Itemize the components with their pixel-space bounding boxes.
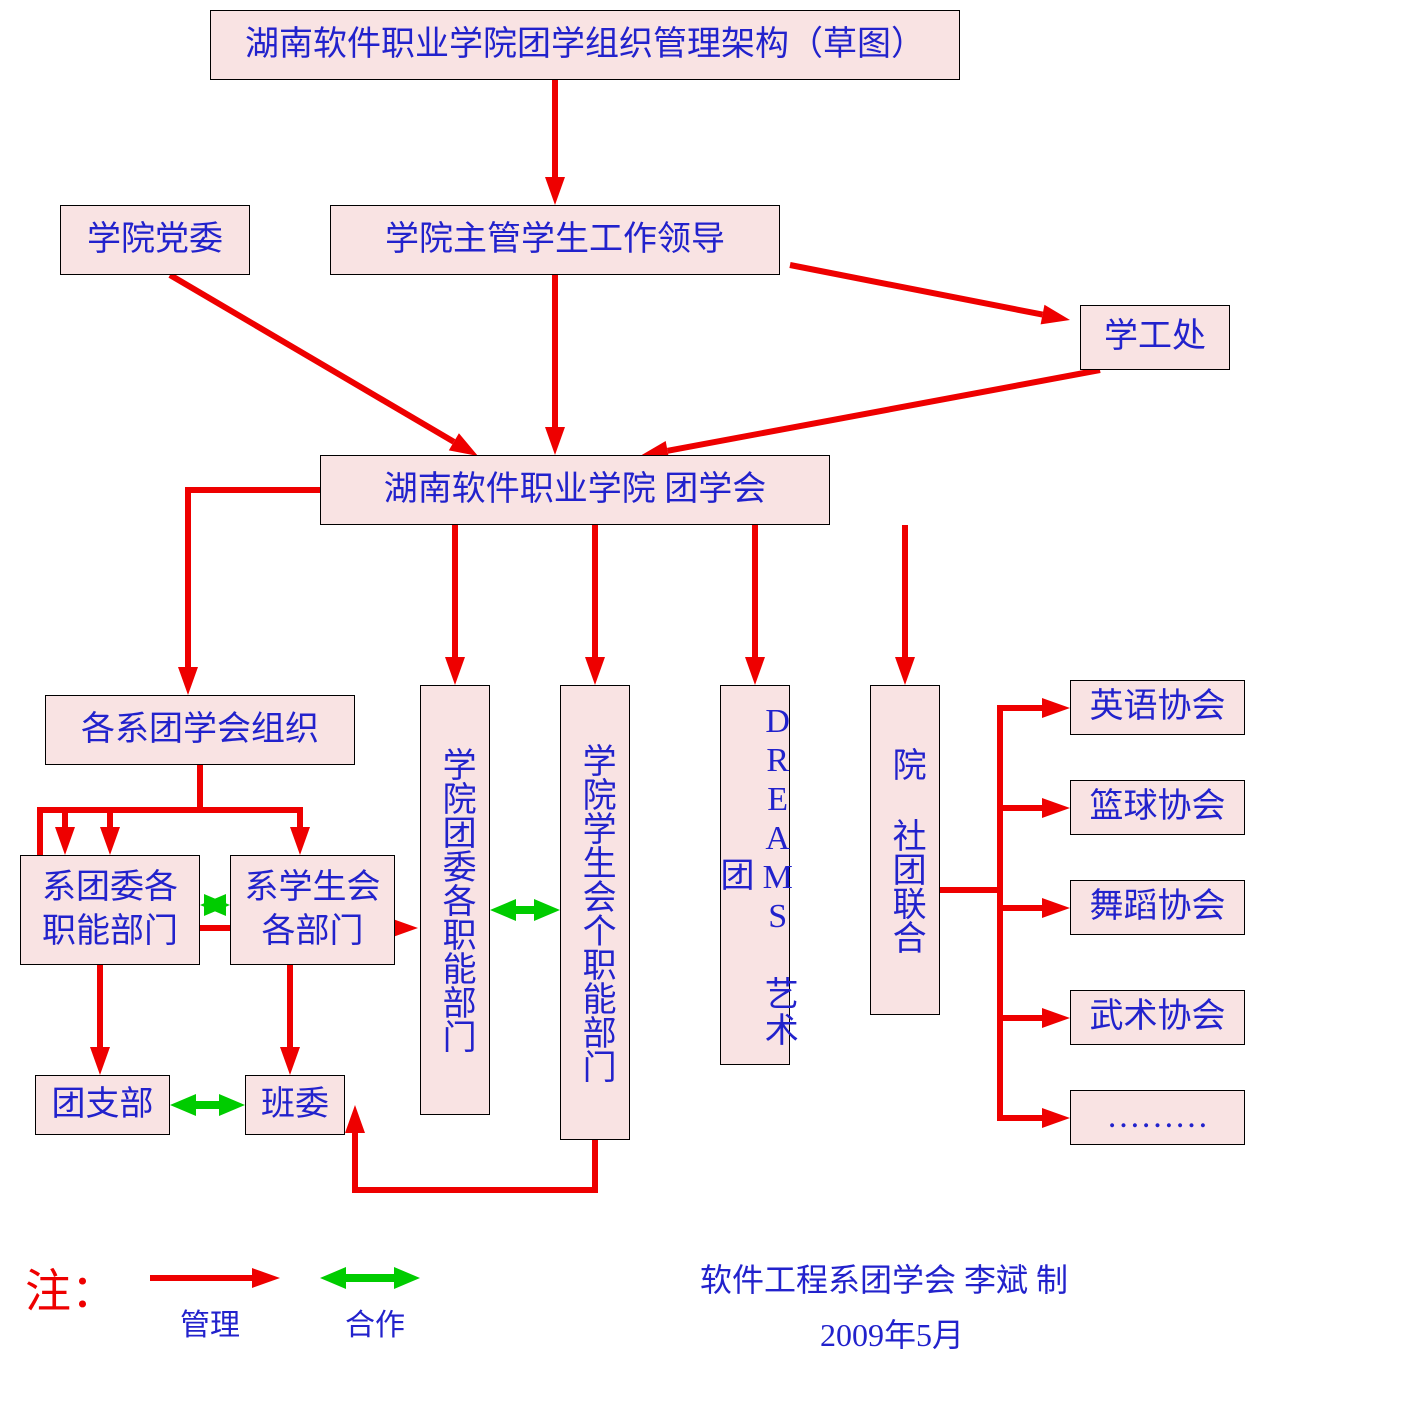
manage-arrow-21: [1000, 890, 1070, 1128]
node-assoc3: 武术协会: [1070, 990, 1245, 1045]
node-xxsh: 系学生会各部门: [230, 855, 395, 965]
node-dangwei: 学院党委: [60, 205, 250, 275]
node-assoc0: 英语协会: [1070, 680, 1245, 735]
manage-arrow-8: [745, 525, 765, 685]
manage-arrow-11: [100, 765, 200, 855]
manage-arrow-7: [585, 525, 605, 685]
node-xtw: 系团委各职能部门: [20, 855, 200, 965]
manage-arrow-3: [790, 265, 1070, 324]
node-gexi: 各系团学会组织: [45, 695, 355, 765]
coop-arrow-0: [200, 894, 230, 916]
node-dreams: DREAMS 艺术团: [720, 685, 790, 1065]
legend-coop-label: 合作: [345, 1300, 405, 1344]
manage-arrow-15: [280, 965, 300, 1075]
node-title: 湖南软件职业学院团学组织管理架构（草图）: [210, 10, 960, 80]
legend-manage-label: 管理: [180, 1300, 240, 1344]
manage-arrow-1: [170, 275, 478, 456]
node-assoc1: 篮球协会: [1070, 780, 1245, 835]
manage-arrow-14: [90, 965, 110, 1075]
node-leader: 学院主管学生工作领导: [330, 205, 780, 275]
manage-arrow-5: [178, 490, 320, 695]
manage-arrow-0: [545, 80, 565, 205]
manage-arrow-6: [445, 525, 465, 685]
node-xytw: 学院团委各职能部门: [420, 685, 490, 1115]
manage-arrow-20: [1000, 1008, 1070, 1028]
footer-date: 2009年5月: [820, 1310, 964, 1356]
manage-arrow-18: [1000, 798, 1070, 818]
node-tuanzhibu: 团支部: [35, 1075, 170, 1135]
manage-arrow-9: [895, 525, 915, 685]
manage-arrow-17: [940, 698, 1070, 890]
legend-note: 注：: [25, 1255, 117, 1321]
node-shetuan: 院 社团联合: [870, 685, 940, 1015]
node-xgc: 学工处: [1080, 305, 1230, 370]
node-tuanxuehui: 湖南软件职业学院 团学会: [320, 455, 830, 525]
manage-arrow-16: [345, 1105, 595, 1190]
coop-arrow-1: [170, 1094, 245, 1116]
node-xyxsh: 学院学生会个职能部门: [560, 685, 630, 1140]
manage-arrow-19: [1000, 898, 1070, 918]
manage-arrow-2: [545, 275, 565, 455]
manage-arrow-4: [640, 370, 1100, 461]
node-assoc4: ………: [1070, 1090, 1245, 1145]
node-assoc2: 舞蹈协会: [1070, 880, 1245, 935]
coop-arrow-2: [490, 899, 560, 921]
manage-arrow-10: [55, 765, 200, 855]
manage-arrow-12: [200, 765, 310, 855]
footer-author: 软件工程系团学会 李斌 制: [700, 1255, 1068, 1301]
node-banwei: 班委: [245, 1075, 345, 1135]
